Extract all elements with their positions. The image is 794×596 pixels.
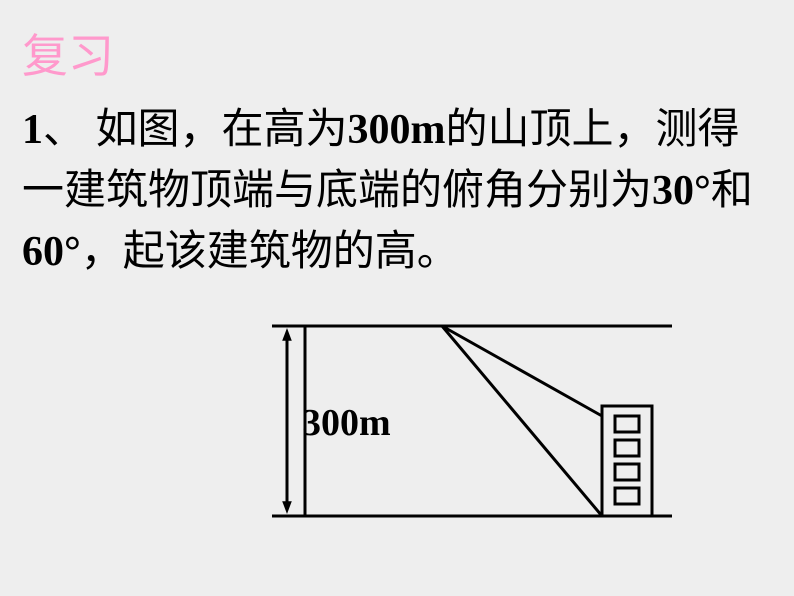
diagram-svg [232, 306, 682, 536]
height-value: 300m [348, 107, 446, 153]
geometry-diagram: 300m [232, 306, 682, 536]
problem-text: 1、 如图，在高为300m的山顶上，测得一建筑物顶端与底端的俯角分别为30°和6… [22, 100, 772, 283]
t4: ，起该建筑物的高。 [81, 229, 459, 275]
section-title: 复习 [22, 20, 114, 86]
height-label: 300m [302, 401, 391, 445]
angle2: 60° [22, 229, 81, 275]
angle1: 30° [652, 168, 711, 214]
t3: 和 [711, 168, 753, 214]
problem-number: 1 [22, 107, 43, 153]
problem-sep: 、 [43, 107, 85, 153]
t1: 如图，在高为 [85, 107, 348, 153]
